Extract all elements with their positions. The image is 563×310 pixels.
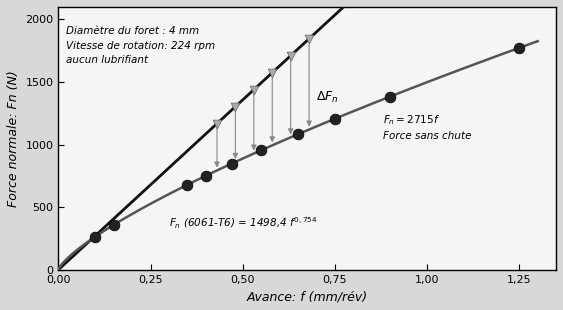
Point [257, 148, 266, 153]
Text: $F_n = 2715 f$
Force sans chute: $F_n = 2715 f$ Force sans chute [383, 113, 471, 141]
Point [249, 87, 258, 92]
Point [305, 36, 314, 41]
Point [227, 161, 236, 166]
Point [386, 94, 395, 99]
Point [231, 104, 240, 109]
Text: $F_n$ (6061-T6) = 1498,4 $f^{0,754}$: $F_n$ (6061-T6) = 1498,4 $f^{0,754}$ [169, 216, 318, 231]
Point [212, 121, 221, 126]
Text: $\Delta F_n$: $\Delta F_n$ [316, 90, 339, 105]
Point [183, 182, 192, 187]
Text: Diamètre du foret : 4 mm
Vitesse de rotation: 224 rpm
aucun lubrifiant: Diamètre du foret : 4 mm Vitesse de rota… [66, 26, 215, 65]
X-axis label: Avance: f (mm/rév): Avance: f (mm/rév) [247, 290, 368, 303]
Point [91, 234, 100, 239]
Point [293, 132, 302, 137]
Point [109, 222, 118, 227]
Point [286, 53, 295, 58]
Point [202, 173, 211, 178]
Point [268, 70, 277, 75]
Y-axis label: Force normale: Fn (N): Force normale: Fn (N) [7, 70, 20, 207]
Point [515, 45, 524, 50]
Point [330, 116, 339, 121]
